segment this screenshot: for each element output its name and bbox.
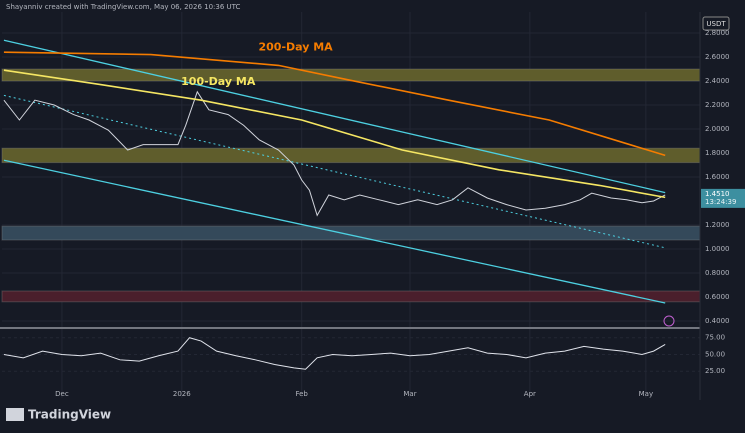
x-tick-label: Mar	[403, 390, 416, 398]
zone	[1, 147, 701, 164]
y-tick-label: 2.8000	[705, 29, 730, 37]
y-tick-label: 2.4000	[705, 77, 730, 85]
trendline	[3, 39, 666, 194]
brand: TradingView	[28, 408, 111, 422]
x-tick-label: Dec	[55, 390, 69, 398]
y-tick-label: 2.0000	[705, 125, 730, 133]
last-price-box	[701, 188, 745, 208]
series-line	[3, 51, 666, 157]
series-line	[3, 90, 666, 217]
series-label: 100-Day MA	[181, 75, 256, 88]
zone	[1, 225, 701, 241]
y-tick-label: 1.6000	[705, 173, 730, 181]
x-tick-label: Feb	[295, 390, 308, 398]
currency: USDT	[706, 20, 726, 28]
x-tick-label: Apr	[524, 390, 536, 398]
series-line	[3, 337, 666, 370]
series-line	[3, 69, 666, 199]
currency-box	[702, 16, 730, 31]
zone	[1, 290, 701, 303]
series-label: 200-Day MA	[258, 40, 333, 53]
y-tick-label: 0.8000	[705, 269, 730, 277]
y-tick-label: 75.00	[705, 334, 725, 342]
y-tick-label: 1.0000	[705, 245, 730, 253]
trendline	[3, 159, 666, 304]
zone	[1, 68, 701, 82]
countdown: 13:24:39	[705, 198, 736, 206]
y-tick-label: 1.8000	[705, 149, 730, 157]
trendline	[3, 94, 666, 249]
y-tick-label: 0.6000	[705, 293, 730, 301]
y-tick-label: 2.2000	[705, 101, 730, 109]
x-tick-label: May	[639, 390, 653, 398]
y-tick-label: 2.6000	[705, 53, 730, 61]
y-tick-label: 0.4000	[705, 317, 730, 325]
y-tick-label: 50.00	[705, 350, 725, 358]
y-tick-label: 1.2000	[705, 221, 730, 229]
header: Shayanniv created with TradingView.com, …	[6, 3, 241, 11]
alert-icon	[663, 315, 675, 327]
x-tick-label: 2026	[173, 390, 191, 398]
brand-logo	[6, 408, 24, 421]
y-tick-label: 25.00	[705, 367, 725, 375]
last-price-label: 1.4510	[705, 190, 730, 198]
